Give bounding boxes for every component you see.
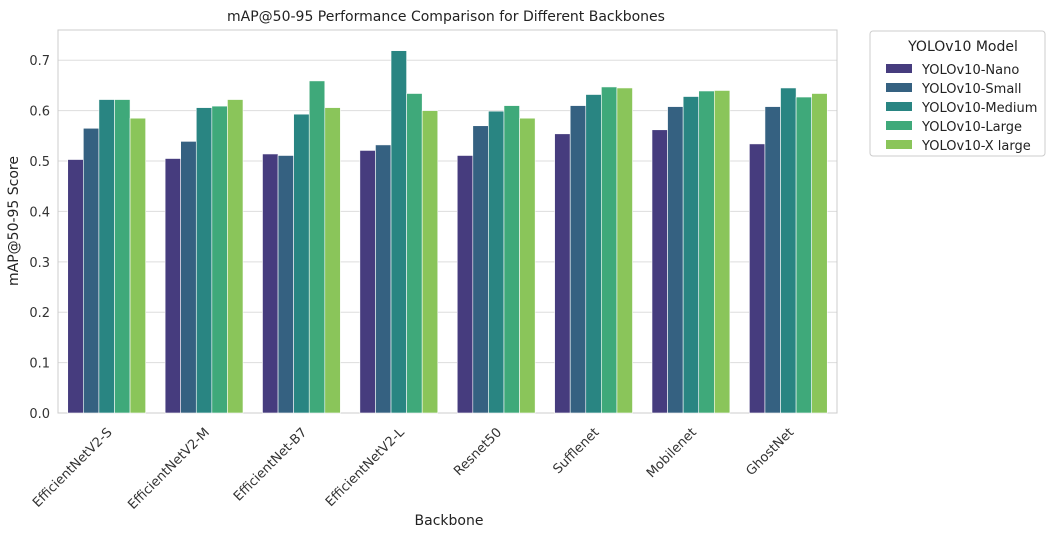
y-tick-label: 0.4 (29, 205, 50, 220)
bar (554, 133, 571, 414)
bar (406, 93, 423, 414)
y-axis-label: mAP@50-95 Score (6, 156, 22, 286)
bar (780, 87, 797, 414)
x-ticks: EfficientNetV2-S EfficientNetV2-M Efficien… (30, 425, 797, 513)
x-tick-label: Sufflenet (550, 425, 602, 477)
bar (795, 96, 812, 414)
bar (375, 144, 392, 414)
legend-swatch (886, 121, 912, 130)
bar (227, 99, 244, 414)
bars (67, 50, 828, 414)
bar (359, 150, 376, 414)
bar (472, 125, 489, 414)
bar (616, 87, 633, 414)
y-tick-label: 0.7 (29, 54, 50, 69)
bar (277, 155, 294, 414)
bar (308, 80, 326, 414)
legend-label: YOLOv10-Small (921, 82, 1022, 97)
x-tick-label: EfficientNet-B7 (231, 425, 310, 504)
bar (503, 105, 520, 414)
bar (211, 105, 228, 414)
bar (651, 129, 668, 414)
bar (324, 107, 341, 414)
legend-swatch (886, 64, 912, 73)
bar (601, 86, 618, 414)
legend-swatch (886, 83, 912, 92)
bar (98, 99, 115, 414)
legend-title: YOLOv10 Model (907, 39, 1018, 55)
legend: YOLOv10 Model YOLOv10-NanoYOLOv10-SmallY… (869, 30, 1046, 157)
y-tick-label: 0.2 (29, 306, 50, 321)
y-tick-label: 0.3 (29, 256, 50, 271)
bar (262, 153, 279, 414)
plot-frame (57, 29, 838, 414)
x-tick-label: EfficientNetV2-L (323, 425, 408, 510)
bar (195, 107, 213, 414)
x-axis-label: Backbone (415, 513, 484, 529)
x-tick-label: EfficientNetV2-M (125, 425, 213, 513)
bar (83, 127, 100, 414)
bar (390, 50, 407, 414)
legend-box (869, 30, 1046, 157)
bar (569, 105, 587, 414)
x-tick-label: Mobilenet (644, 425, 700, 481)
bar (293, 113, 310, 414)
bar (456, 155, 474, 414)
legend-items: YOLOv10-Nano YOLOv10-Small YOLOv10-Medium Y… (886, 63, 1037, 154)
bar (682, 96, 700, 414)
bar (519, 117, 536, 414)
legend-swatch (886, 140, 912, 149)
chart-title: mAP@50-95 Performance Comparison for Dif… (227, 9, 665, 25)
legend-label: YOLOv10-Large (921, 120, 1022, 135)
bar (714, 90, 731, 414)
y-tick-label: 0.6 (29, 105, 50, 120)
bar (811, 93, 828, 414)
bar (67, 159, 84, 414)
bar (164, 158, 181, 414)
x-tick-label: Resnet50 (451, 425, 505, 479)
bar (488, 110, 505, 414)
legend-label: YOLOv10-Medium (921, 101, 1037, 116)
x-tick-label: GhostNet (743, 425, 797, 479)
y-ticks: 0.0 0.1 0.2 0.3 0.4 0.5 0.6 0.7 (29, 54, 50, 422)
x-tick-label: EfficientNetV2-S (30, 425, 115, 510)
bar (114, 99, 131, 414)
legend-swatch (886, 102, 912, 111)
bar (585, 94, 602, 414)
y-tick-label: 0.5 (29, 155, 50, 170)
y-tick-label: 0.0 (29, 407, 50, 422)
bar (667, 106, 684, 414)
bar (749, 143, 766, 414)
bar (764, 106, 781, 414)
legend-label: YOLOv10-Nano (921, 63, 1019, 78)
bar (698, 90, 715, 414)
bar (421, 110, 439, 414)
bar (180, 141, 197, 414)
y-tick-label: 0.1 (29, 357, 50, 372)
bar (129, 117, 146, 414)
legend-label: YOLOv10-X large (921, 139, 1031, 154)
